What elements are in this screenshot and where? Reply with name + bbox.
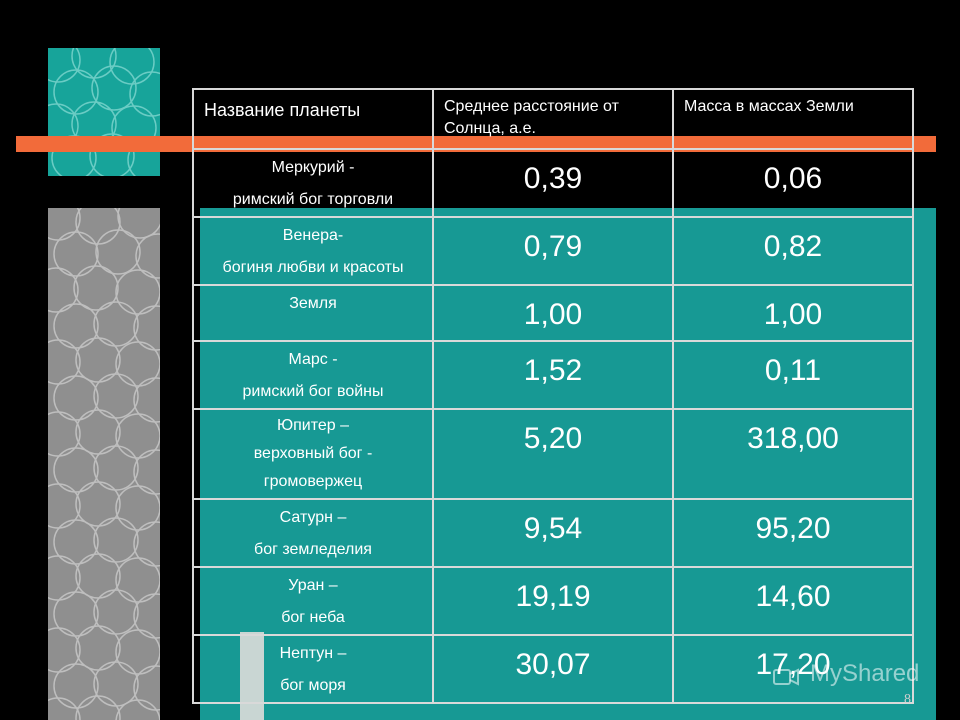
planet-name-cell: Венера- богиня любви и красоты — [192, 216, 434, 286]
table-row: Земля 1,00 1,00 — [192, 284, 914, 342]
header-planet-name: Название планеты — [192, 88, 434, 150]
table-row: Уран – бог неба 19,19 14,60 — [192, 566, 914, 636]
planet-description: римский бог войны — [242, 383, 384, 400]
planet-name: Юпитер – — [276, 417, 350, 434]
watermark-text: MyShared — [810, 660, 920, 687]
distance-value: 0,79 — [432, 216, 674, 286]
table-row: Марс - римский бог войны 1,52 0,11 — [192, 340, 914, 410]
page-number: 8 — [904, 692, 911, 707]
header-mass: Масса в массах Земли — [672, 88, 914, 150]
planet-name: Земля — [289, 295, 337, 312]
distance-value: 5,20 — [432, 408, 674, 500]
mass-value: 1,00 — [672, 284, 914, 342]
distance-value: 1,00 — [432, 284, 674, 342]
planet-description: верховный бог - — [253, 445, 373, 462]
table-header-row: Название планеты Среднее расстояние от С… — [192, 88, 914, 150]
table-row: Венера- богиня любви и красоты 0,79 0,82 — [192, 216, 914, 286]
planet-name-cell: Уран – бог неба — [192, 566, 434, 636]
distance-value: 19,19 — [432, 566, 674, 636]
planet-description: богиня любви и красоты — [222, 259, 404, 276]
decorative-gray-column — [48, 208, 160, 720]
planet-name: Сатурн – — [279, 509, 347, 526]
mass-value: 95,20 — [672, 498, 914, 568]
planet-name-cell: Меркурий - римский бог торговли — [192, 148, 434, 218]
table-row: Сатурн – бог земледелия 9,54 95,20 — [192, 498, 914, 568]
planet-name-cell: Марс - римский бог войны — [192, 340, 434, 410]
planet-description: бог земледелия — [254, 541, 372, 558]
planet-name: Меркурий - — [271, 159, 355, 176]
planet-name: Уран – — [288, 577, 338, 594]
mass-value: 318,00 — [672, 408, 914, 500]
planet-name-cell: Юпитер – верховный бог - громовержец — [192, 408, 434, 500]
circle-pattern-icon — [48, 208, 160, 720]
planet-name-cell: Нептун – бог моря — [192, 634, 434, 704]
distance-value: 0,39 — [432, 148, 674, 218]
planet-table: Название планеты Среднее расстояние от С… — [192, 88, 914, 704]
decorative-teal-square — [48, 48, 160, 176]
planet-name-cell: Земля — [192, 284, 434, 342]
table-row: Юпитер – верховный бог - громовержец 5,2… — [192, 408, 914, 500]
mass-value: 0,11 — [672, 340, 914, 410]
circle-pattern-icon — [48, 48, 160, 176]
planet-description: римский бог торговли — [232, 191, 394, 208]
mass-value: 0,82 — [672, 216, 914, 286]
mass-value: 17,20 — [672, 634, 914, 704]
planet-name: Нептун – — [279, 645, 347, 662]
planet-description: громовержец — [263, 473, 363, 490]
distance-value: 30,07 — [432, 634, 674, 704]
planet-name: Венера- — [282, 227, 344, 244]
planet-description: бог неба — [281, 609, 345, 626]
myshared-logo-icon — [773, 668, 799, 686]
planet-name: Марс - — [288, 351, 338, 368]
mass-value: 14,60 — [672, 566, 914, 636]
table-row: Нептун – бог моря 30,07 17,20 — [192, 634, 914, 704]
mass-value: 0,06 — [672, 148, 914, 218]
planet-name-cell: Сатурн – бог земледелия — [192, 498, 434, 568]
header-distance: Среднее расстояние от Солнца, а.е. — [432, 88, 674, 150]
distance-value: 9,54 — [432, 498, 674, 568]
planet-description: бог моря — [280, 677, 346, 694]
table-row: Меркурий - римский бог торговли 0,39 0,0… — [192, 148, 914, 218]
distance-value: 1,52 — [432, 340, 674, 410]
